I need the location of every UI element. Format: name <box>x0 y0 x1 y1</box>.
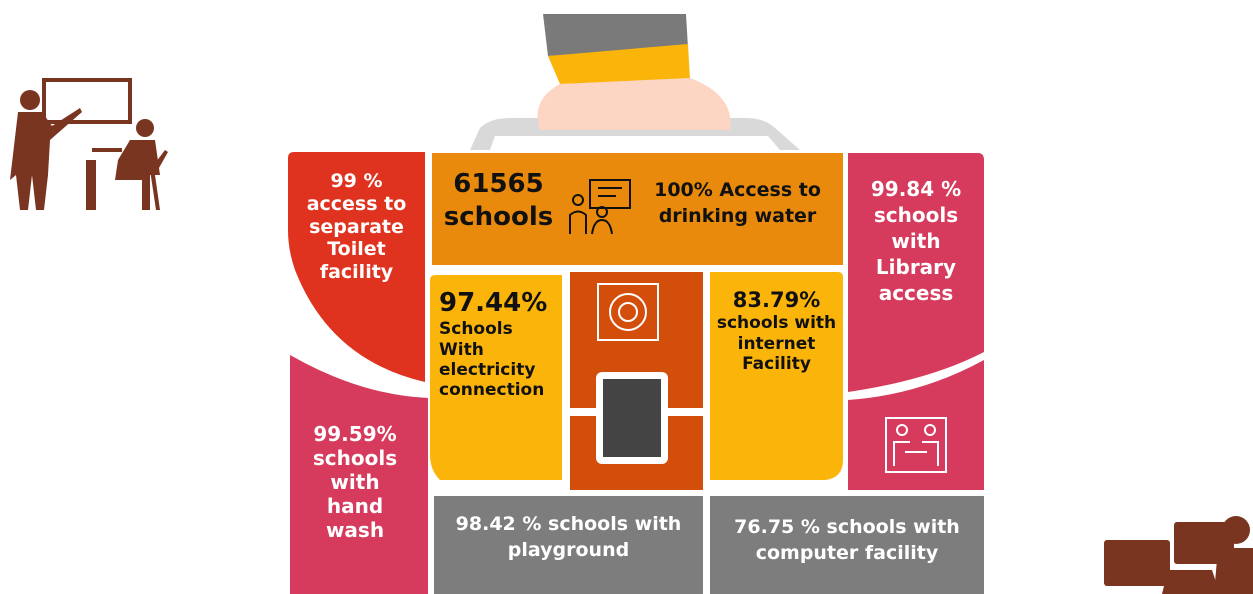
handwash-panel <box>290 355 428 594</box>
schools-text: 61565 schools <box>436 168 561 233</box>
text-line: schools with <box>716 313 837 334</box>
playground-panel <box>434 496 703 594</box>
text-line: 99.59% <box>313 422 397 446</box>
text-line: schools <box>443 201 554 232</box>
playground-text: 98.42 % schools with playground <box>434 512 703 563</box>
electricity-text: 97.44% Schools With electricity connecti… <box>439 288 564 401</box>
text-line: 83.79% <box>732 288 821 312</box>
globe <box>618 302 638 322</box>
computers-icon <box>1104 516 1253 594</box>
computer-panel <box>710 496 984 594</box>
water-panel <box>432 153 843 265</box>
text-line: access <box>878 281 954 305</box>
text-line: 99 % <box>330 170 383 192</box>
computer-text: 76.75 % schools with computer facility <box>710 515 984 566</box>
globe-ring <box>609 293 647 331</box>
internet-text: 83.79% schools with internet Facility <box>710 288 843 374</box>
tablet-screen <box>603 379 661 457</box>
text-line: connection <box>439 380 545 401</box>
toilet-text: 99 % access to separate Toilet facility <box>288 170 425 284</box>
text-line: 97.44% <box>439 288 548 318</box>
meeting-icon <box>569 179 631 235</box>
text-line: 99.84 % <box>870 177 962 201</box>
text-line: electricity <box>439 359 536 380</box>
library-text: 99.84 % schools with Library access <box>848 176 984 306</box>
water-text: 100% Access to drinking water <box>640 178 835 229</box>
text-line: schools <box>873 203 959 227</box>
teacher-icon <box>10 78 168 210</box>
text-line: With <box>439 339 484 360</box>
text-line: 100% Access to <box>654 179 821 201</box>
text-line: Toilet <box>327 238 386 261</box>
library-panel <box>848 153 984 392</box>
handshake-panel <box>848 360 984 490</box>
electricity-panel <box>430 275 562 480</box>
text-line: drinking water <box>658 204 817 227</box>
text-line: facility <box>319 261 394 284</box>
internet-panel <box>710 272 843 480</box>
text-line: 61565 <box>453 169 544 199</box>
globe-frame <box>597 283 659 341</box>
text-line: Facility <box>742 353 811 374</box>
text-line: Library <box>875 255 957 279</box>
hand <box>537 78 731 130</box>
text-line: with <box>330 470 380 494</box>
text-line: 76.75 % schools with <box>734 516 960 538</box>
text-line: hand <box>326 494 384 518</box>
text-line: Schools <box>439 319 513 340</box>
toilet-panel <box>288 152 425 382</box>
text-line: 98.42 % schools with <box>455 513 682 535</box>
text-line: internet <box>737 333 816 354</box>
text-line: separate <box>309 215 404 238</box>
sleeve <box>543 14 688 56</box>
text-line: playground <box>507 538 630 561</box>
text-line: computer facility <box>755 541 939 564</box>
text-line: access to <box>306 192 407 215</box>
text-line: with <box>891 229 941 253</box>
text-line: wash <box>325 518 385 542</box>
text-line: schools <box>312 446 398 470</box>
people-icon <box>885 417 947 473</box>
cuff <box>548 44 690 84</box>
handwash-text: 99.59% schools with hand wash <box>290 422 420 542</box>
